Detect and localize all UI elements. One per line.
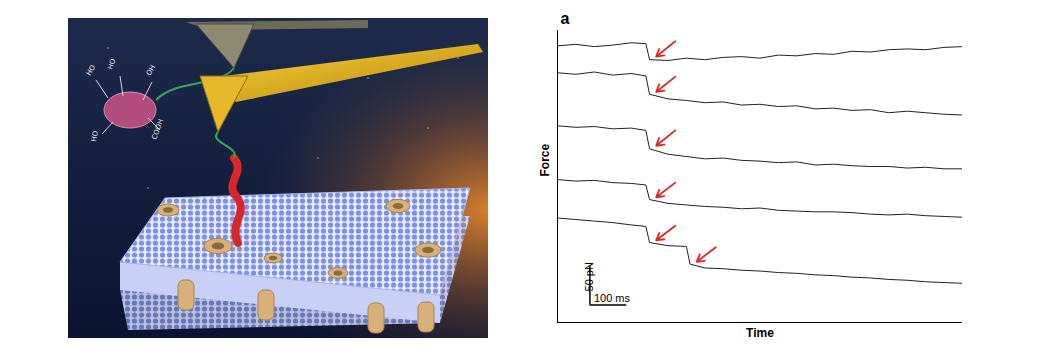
svg-text:50 pN: 50 pN: [583, 262, 595, 291]
svg-text:HO: HO: [85, 63, 98, 77]
svg-text:OH: OH: [145, 64, 157, 77]
svg-text:a: a: [561, 10, 570, 27]
svg-text:HO: HO: [90, 130, 100, 142]
svg-text:COOH: COOH: [150, 118, 165, 141]
svg-text:HO: HO: [106, 57, 117, 70]
svg-text:Time: Time: [746, 326, 774, 340]
svg-text:100 ms: 100 ms: [594, 292, 631, 304]
svg-text:Force: Force: [538, 143, 552, 176]
